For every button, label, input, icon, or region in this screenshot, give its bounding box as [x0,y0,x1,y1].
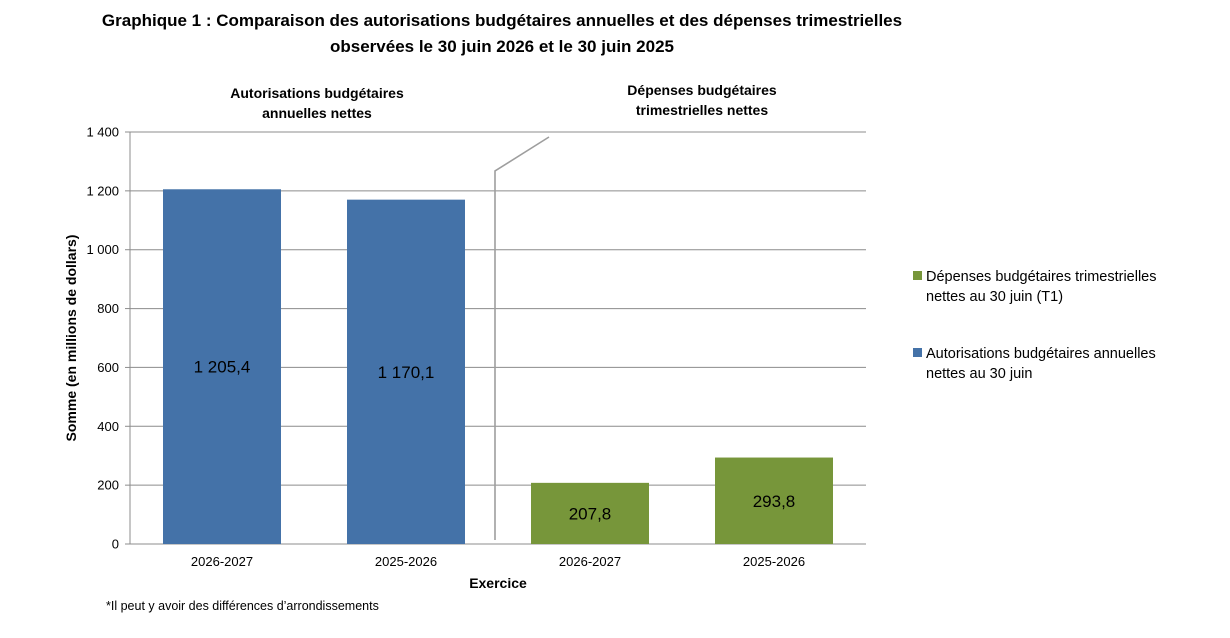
group-label-authorizations-line1: Autorisations budgétaires [230,85,404,101]
x-axis-ticks: 2026-2027 2025-2026 2026-2027 2025-2026 [191,554,805,569]
x-tick-label: 2026-2027 [559,554,621,569]
y-tick-label: 1 200 [86,183,119,198]
group-label-authorizations-line2: annuelles nettes [262,105,372,121]
group-separator-line [494,136,550,540]
legend-label-quarterly-line2: nettes au 30 juin (T1) [926,289,1063,305]
chart-title-line1: Graphique 1 : Comparaison des autorisati… [102,11,902,30]
bar [531,482,649,544]
y-tick-label: 0 [112,537,119,552]
legend: Dépenses budgétaires trimestrielles nett… [913,269,1157,382]
legend-label-annual-line2: nettes au 30 juin [926,366,1032,382]
y-tick-label: 1 400 [86,125,119,140]
group-label-expenditures-line1: Dépenses budgétaires [627,82,777,98]
x-tick-label: 2026-2027 [191,554,253,569]
bar-value-label: 1 205,4 [194,358,251,377]
bar-value-label: 293,8 [753,492,796,511]
legend-label-quarterly-line1: Dépenses budgétaires trimestrielles [926,269,1157,285]
group-label-expenditures-line2: trimestrielles nettes [636,102,768,118]
legend-swatch-quarterly [913,271,922,280]
x-axis-title: Exercice [469,575,527,591]
bar [347,199,465,544]
y-tick-label: 1 000 [86,242,119,257]
legend-swatch-annual [913,348,922,357]
y-axis-ticks: 0 200 400 600 800 1 000 1 200 1 400 [86,125,130,552]
legend-label-annual-line1: Autorisations budgétaires annuelles [926,346,1156,362]
bar [163,189,281,544]
y-tick-label: 400 [97,419,119,434]
bar [715,457,833,544]
rounding-note: *Il peut y avoir des différences d’arron… [106,599,379,613]
chart-title-line2: observées le 30 juin 2026 et le 30 juin … [330,37,674,56]
x-tick-label: 2025-2026 [743,554,805,569]
y-tick-label: 200 [97,478,119,493]
bar-value-label: 207,8 [569,504,612,523]
bars: 1 205,4 1 170,1 207,8 293,8 [163,189,833,544]
y-axis-title: Somme (en millions de dollars) [63,235,79,442]
y-tick-label: 800 [97,301,119,316]
y-tick-label: 600 [97,360,119,375]
x-tick-label: 2025-2026 [375,554,437,569]
bar-value-label: 1 170,1 [378,363,435,382]
